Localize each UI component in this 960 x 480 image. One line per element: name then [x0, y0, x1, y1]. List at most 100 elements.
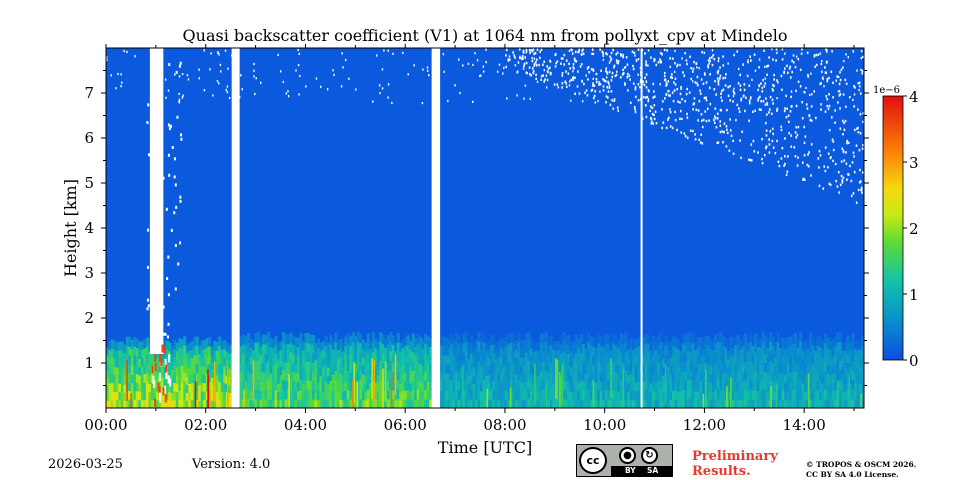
heatmap-cell	[361, 365, 365, 375]
heatmap-cell	[277, 383, 281, 393]
heatmap-cell	[344, 399, 348, 408]
heatmap-cell	[108, 349, 112, 359]
heatmap-cell	[173, 356, 177, 367]
cloud-speckle	[159, 141, 162, 145]
heatmap-cell	[472, 399, 476, 408]
heatmap-cell	[674, 363, 678, 374]
heatmap-cell	[447, 381, 451, 392]
noise-dot	[701, 142, 704, 145]
heatmap-cell	[542, 342, 546, 353]
heatmap-cell	[341, 391, 345, 401]
heatmap-cell	[614, 344, 618, 355]
heatmap-cell	[657, 398, 661, 408]
heatmap-cell	[612, 342, 616, 353]
heatmap-cell	[711, 349, 715, 359]
y-tick-label: 5	[84, 174, 94, 192]
cc-label-strip: BY SA	[611, 466, 672, 476]
heatmap-cell	[492, 362, 496, 373]
heatmap-cell	[321, 366, 326, 376]
heatmap-cell	[379, 379, 383, 390]
noise-dot	[724, 76, 727, 79]
noise-dot	[164, 78, 167, 81]
noise-dot	[669, 108, 671, 111]
heatmap-cell	[480, 399, 484, 408]
heatmap-cell	[366, 380, 370, 390]
heatmap-cell	[806, 347, 810, 358]
heatmap-cell	[851, 341, 855, 352]
heatmap-cell	[537, 358, 541, 368]
noise-dot	[794, 131, 797, 134]
heatmap-cell	[609, 349, 613, 359]
noise-dot	[818, 166, 820, 169]
noise-dot	[253, 62, 255, 66]
heatmap-cell	[499, 337, 504, 348]
noise-dot	[856, 127, 858, 131]
heatmap-cell	[391, 398, 395, 408]
heatmap-cell	[831, 399, 835, 408]
preliminary-line-1: Preliminary	[692, 449, 778, 464]
noise-dot	[800, 52, 803, 55]
heatmap-cell	[319, 358, 323, 368]
noise-dot	[713, 87, 716, 91]
noise-dot	[592, 52, 595, 56]
heatmap-cell	[519, 365, 524, 375]
heatmap-cell	[160, 384, 164, 394]
noise-dot	[529, 72, 531, 76]
heatmap-cell	[477, 360, 481, 371]
heatmap-cell	[106, 370, 110, 379]
heatmap-cell	[684, 353, 688, 363]
noise-dot	[632, 82, 635, 85]
heatmap-cell	[467, 399, 471, 408]
heatmap-cell	[724, 373, 728, 383]
heatmap-cell	[669, 365, 673, 375]
heatmap-cell	[269, 399, 273, 408]
heatmap-cell	[472, 358, 476, 368]
noise-dot	[842, 93, 845, 96]
heatmap-cell	[386, 344, 390, 354]
noise-dot	[739, 88, 742, 92]
heatmap-cell	[507, 370, 511, 381]
heatmap-cell	[416, 370, 420, 381]
heatmap-cell	[729, 372, 733, 383]
heatmap-cell	[529, 382, 533, 392]
heatmap-cell	[267, 350, 271, 361]
cloud-speckle	[153, 290, 156, 294]
heatmap-cell	[846, 380, 850, 391]
heatmap-cell	[696, 337, 701, 347]
heatmap-cell	[178, 355, 182, 365]
heatmap-cell	[502, 374, 506, 384]
noise-dot	[653, 59, 656, 63]
cloud-base-signal	[162, 387, 165, 396]
noise-dot	[295, 69, 297, 72]
heatmap-cell	[351, 332, 355, 343]
heatmap-cell	[796, 399, 800, 408]
heatmap-cell	[421, 348, 425, 358]
heatmap-cell	[190, 391, 194, 401]
heatmap-cell	[751, 372, 755, 382]
cloud-speckle	[153, 250, 156, 254]
noise-dot	[645, 86, 648, 89]
heatmap-cell	[239, 381, 243, 391]
noise-dot	[860, 188, 863, 191]
heatmap-cell	[228, 360, 232, 370]
heatmap-cell	[574, 343, 578, 354]
heatmap-cell	[429, 346, 433, 356]
noise-dot	[665, 84, 667, 87]
heatmap-cell	[719, 350, 723, 361]
heatmap-cell	[336, 399, 340, 408]
heatmap-cell	[467, 383, 471, 393]
noise-dot	[505, 65, 507, 69]
heatmap-cell	[859, 374, 863, 384]
heatmap-cell	[579, 333, 583, 344]
heatmap-cell	[769, 369, 773, 381]
cloud-base-signal	[158, 372, 161, 381]
heatmap-cell	[115, 350, 120, 360]
noise-dot	[697, 109, 700, 112]
heatmap-cell	[401, 373, 405, 383]
noise-dot	[740, 99, 743, 102]
heatmap-cell	[617, 382, 621, 392]
heatmap-cell	[754, 361, 758, 372]
heatmap-cell	[262, 334, 266, 345]
heatmap-cell	[110, 348, 115, 358]
noise-dot	[719, 74, 722, 78]
